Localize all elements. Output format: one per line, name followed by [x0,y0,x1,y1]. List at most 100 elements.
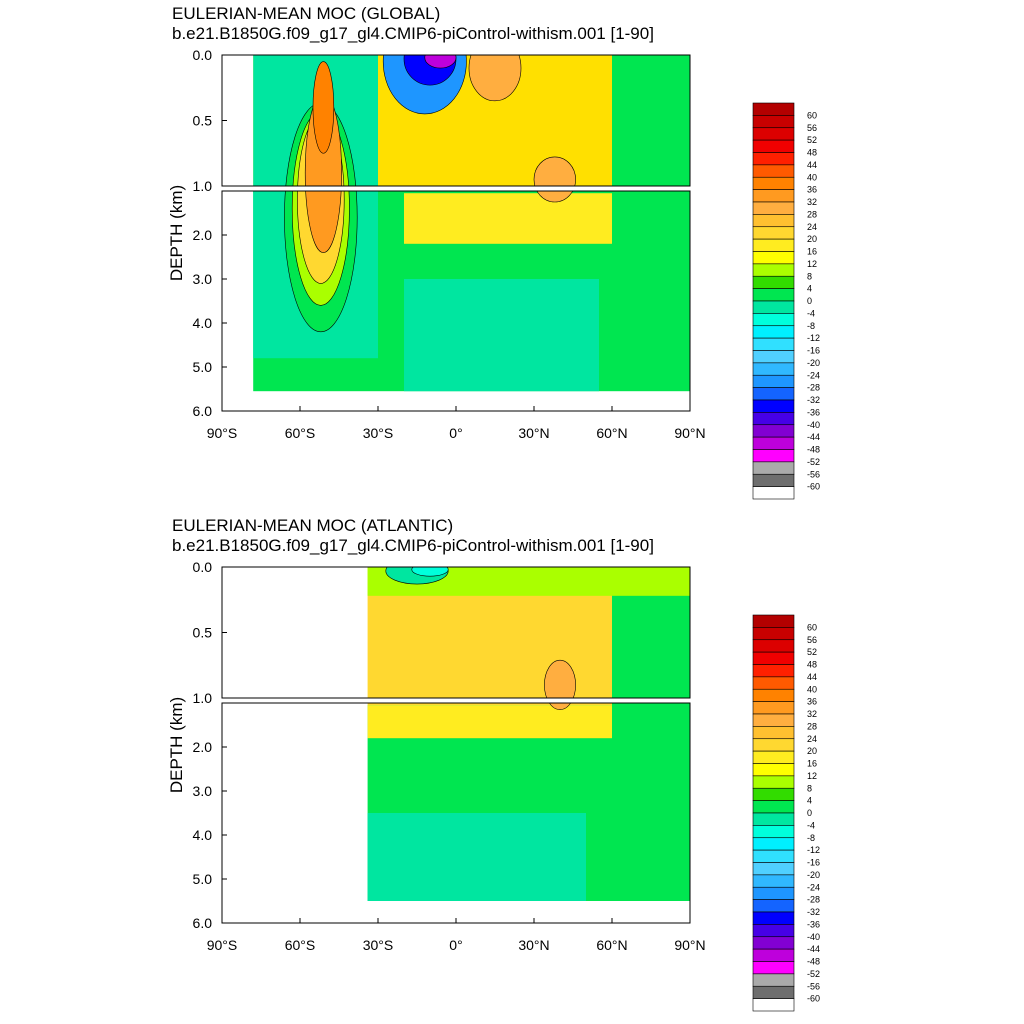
colorbar-swatch [752,639,795,653]
colorbar-swatch [752,874,795,888]
colorbar-swatch [752,948,795,962]
colorbar-swatch [752,350,795,364]
moc-atlantic-chart: 0.0 0.5 1.0 2.0 3.0 4.0 5.0 6.0 90°S 60°S 30°S 0° 30… [167,559,820,1012]
chart-subtitle: b.e21.B1850G.f09_g17_gl4.CMIP6-piControl… [172,536,654,555]
colorbar-label: -16 [807,858,820,868]
colorbar-label: -4 [807,308,815,318]
colorbar-swatch [752,436,795,450]
colorbar-swatch [752,961,795,975]
colorbar-label: 32 [807,709,817,719]
x-tick-label: 30°S [363,425,394,441]
colorbar-label: 28 [807,209,817,219]
colorbar-swatch [752,313,795,327]
colorbar-label: -52 [807,457,820,467]
colorbar-label: -8 [807,833,815,843]
y-axis-label: DEPTH (km) [167,697,186,793]
colorbar-swatch [752,775,795,789]
colorbar-swatch [752,176,795,190]
field-region [612,567,690,849]
colorbar-label: 36 [807,697,817,707]
colorbar-label: 60 [807,110,817,120]
chart-title: EULERIAN-MEAN MOC (GLOBAL) [172,4,441,23]
colorbar-label: 28 [807,721,817,731]
contour-cell [424,55,457,69]
colorbar-label: 56 [807,123,817,133]
colorbar-swatch [752,164,795,178]
colorbar-label: -28 [807,383,820,393]
colorbar-label: 56 [807,635,817,645]
colorbar-swatch [752,862,795,876]
colorbar-swatch [752,325,795,339]
y-axis-label: DEPTH (km) [167,185,186,281]
colorbar-swatch [752,763,795,777]
colorbar-label: -32 [807,395,820,405]
colorbar-swatch [752,226,795,240]
colorbar-swatch [752,374,795,388]
colorbar-label: 0 [807,808,812,818]
colorbar-swatch [752,362,795,376]
field-region [612,55,690,337]
colorbar-swatch [752,424,795,438]
colorbar-label: -16 [807,346,820,356]
colorbar-swatch [752,337,795,351]
colorbar-label: 4 [807,796,812,806]
colorbar-swatch [752,449,795,463]
x-tick-label: 30°N [518,937,549,953]
y-tick-label: 0.0 [193,47,213,63]
colorbar-label: 48 [807,148,817,158]
colorbar-label: -56 [807,981,820,991]
y-tick-label: 2.0 [193,739,213,755]
x-tick-label: 30°S [363,937,394,953]
colorbar-swatch [752,924,795,938]
x-tick-label: 90°S [207,425,238,441]
colorbar-swatch [752,201,795,215]
colorbar-swatch [752,115,795,129]
y-tick-label: 6.0 [193,403,213,419]
colorbar-label: 20 [807,234,817,244]
colorbar-swatch [752,399,795,413]
colorbar-label: 8 [807,271,812,281]
colorbar-label: -24 [807,370,820,380]
colorbar-swatch [752,973,795,987]
colorbar-swatch [752,726,795,740]
colorbar-label: 44 [807,160,817,170]
colorbar-swatch [752,275,795,289]
x-tick-label: 90°S [207,937,238,953]
colorbar-swatch [752,139,795,153]
colorbar-label: 0 [807,296,812,306]
field-region [404,193,612,244]
colorbar-swatch [752,738,795,752]
colorbar-label: -20 [807,870,820,880]
colorbar-swatch [752,102,795,116]
colorbar-swatch [752,238,795,252]
chart-title: EULERIAN-MEAN MOC (ATLANTIC) [172,516,454,535]
colorbar-label: 40 [807,172,817,182]
y-tick-label: 1.0 [193,178,213,194]
colorbar-label: -40 [807,932,820,942]
colorbar-swatch [752,127,795,141]
y-tick-label: 4.0 [193,315,213,331]
colorbar: 60565248444036322824201612840-4-8-12-16-… [752,614,820,1012]
colorbar-swatch [752,849,795,863]
x-tick-label: 90°N [674,425,705,441]
colorbar-label: 8 [807,783,812,793]
contour-cell [544,659,576,710]
colorbar-swatch [752,837,795,851]
y-tick-label: 2.0 [193,227,213,243]
moc-atlantic-panel: EULERIAN-MEAN MOC (ATLANTIC) b.e21.B1850… [0,512,1024,1024]
colorbar-swatch [752,676,795,690]
y-tick-label: 1.0 [193,690,213,706]
colorbar-swatch [752,812,795,826]
colorbar-label: 44 [807,672,817,682]
y-tick-label: 3.0 [193,271,213,287]
colorbar-swatch [752,486,795,500]
contour-cell [533,156,576,203]
colorbar-label: 32 [807,197,817,207]
colorbar-swatch [752,936,795,950]
field-region [367,813,586,901]
colorbar-label: -24 [807,882,820,892]
colorbar-label: 24 [807,222,817,232]
colorbar-label: -28 [807,895,820,905]
y-tick-label: 5.0 [193,871,213,887]
colorbar-swatch [752,800,795,814]
